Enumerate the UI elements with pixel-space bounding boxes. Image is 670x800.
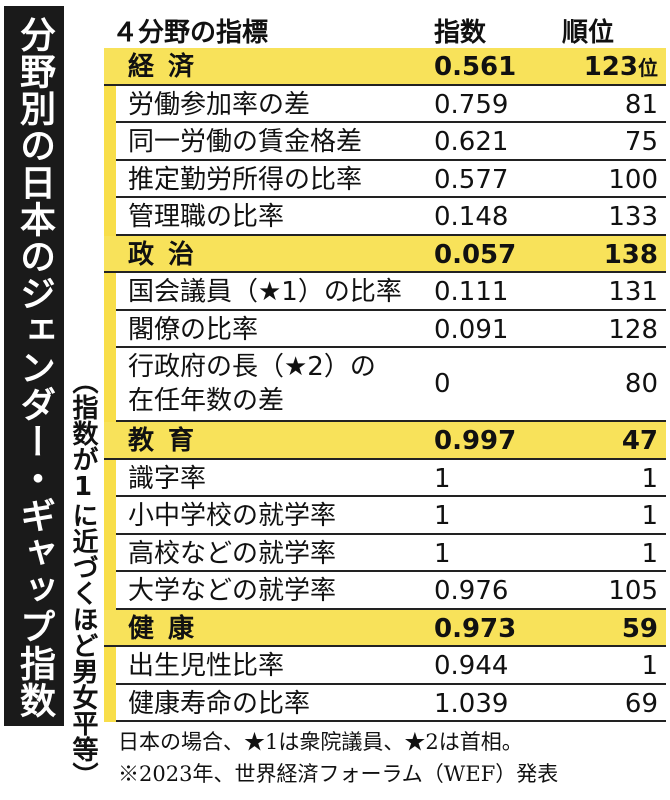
indicator-rank: 133 bbox=[608, 202, 658, 232]
indicator-rank: 81 bbox=[624, 89, 658, 120]
category-name: 教育 bbox=[128, 426, 209, 456]
category-name: 健康 bbox=[128, 613, 209, 644]
indicator-index: 1 bbox=[434, 538, 451, 569]
category-rank: 59 bbox=[621, 613, 658, 644]
indicator-name: 同一労働の賃金格差 bbox=[128, 127, 363, 157]
indicator-rank: 1 bbox=[641, 538, 658, 569]
table-row: 小中学校の就学率 1 1 bbox=[116, 497, 666, 535]
indicator-rank: 1 bbox=[641, 463, 658, 494]
category-name: 政治 bbox=[128, 239, 209, 270]
category-name: 経済 bbox=[128, 52, 209, 82]
table-row: 識字率 1 1 bbox=[116, 460, 666, 497]
indicator-index: 1 bbox=[434, 463, 451, 494]
table-body: 経済 0.561 123位 労働参加率の差 0.759 81 同一労働の賃金格差… bbox=[104, 48, 666, 722]
indicator-rank: 1 bbox=[641, 501, 658, 531]
category-index: 0.057 bbox=[434, 239, 517, 270]
table-row: 閣僚の比率 0.091 128 bbox=[116, 311, 666, 348]
indicator-rank: 131 bbox=[608, 277, 658, 307]
indicator-index: 0.111 bbox=[434, 277, 509, 307]
category-rank: 138 bbox=[603, 239, 658, 270]
indicator-name: 労働参加率の差 bbox=[128, 89, 311, 120]
gender-gap-table: ４分野の指標 指数 順位 経済 0.561 123位 労働参加率の差 0.759… bbox=[104, 8, 666, 722]
indicator-name: 健康寿命の比率 bbox=[128, 688, 311, 719]
category-row-health: 健康 0.973 59 bbox=[104, 609, 666, 647]
indicator-index: 0.759 bbox=[434, 89, 509, 120]
indicator-index: 1.039 bbox=[434, 688, 509, 719]
table-row: 高校などの就学率 1 1 bbox=[116, 535, 666, 572]
table-row: 行政府の長（★2）の 在任年数の差 0 80 bbox=[116, 348, 666, 422]
indicator-index: 0.976 bbox=[434, 576, 509, 606]
indicator-index: 0.621 bbox=[434, 127, 509, 157]
category-index: 0.997 bbox=[434, 426, 517, 456]
footnote-line-2: ※2023年、世界経済フォーラム（WEF）発表 bbox=[118, 762, 559, 786]
table-row: 推定勤労所得の比率 0.577 100 bbox=[116, 161, 666, 198]
indicator-name: 出生児性比率 bbox=[128, 651, 285, 681]
indicator-name: 行政府の長（★2）の 在任年数の差 bbox=[128, 350, 376, 418]
table-row: 管理職の比率 0.148 133 bbox=[116, 198, 666, 236]
indicator-name-line2: 在任年数の差 bbox=[128, 386, 285, 416]
indicator-name: 閣僚の比率 bbox=[128, 314, 259, 345]
indicator-rank: 1 bbox=[641, 651, 658, 681]
table-header: ４分野の指標 指数 順位 bbox=[104, 8, 666, 48]
indicator-name: 国会議員（★1）の比率 bbox=[128, 277, 402, 307]
table-row: 大学などの就学率 0.976 105 bbox=[116, 572, 666, 610]
indicator-name-line1: 行政府の長（★2）の bbox=[128, 352, 376, 382]
table-row: 労働参加率の差 0.759 81 bbox=[116, 86, 666, 123]
indicator-name: 小中学校の就学率 bbox=[128, 501, 337, 531]
indicator-name: 管理職の比率 bbox=[128, 202, 285, 232]
category-row-economy: 経済 0.561 123位 bbox=[104, 48, 666, 86]
page-title: 分野別の日本のジェンダー・ギャップ指数 bbox=[4, 6, 64, 726]
indicator-rank: 69 bbox=[624, 688, 658, 719]
indicator-index: 0.091 bbox=[434, 314, 509, 345]
category-row-education: 教育 0.997 47 bbox=[104, 422, 666, 460]
footnote: 日本の場合、★1は衆院議員、★2は首相。 ※2023年、世界経済フォーラム（WE… bbox=[104, 724, 666, 796]
table-row: 出生児性比率 0.944 1 bbox=[116, 647, 666, 685]
rank-number: 123 bbox=[583, 52, 638, 82]
indicator-index: 0.577 bbox=[434, 164, 509, 195]
indicator-index: 0 bbox=[434, 369, 451, 399]
header-indicator: ４分野の指標 bbox=[112, 18, 269, 48]
table-row: 国会議員（★1）の比率 0.111 131 bbox=[116, 273, 666, 311]
indicator-rank: 105 bbox=[608, 576, 658, 606]
indicator-index: 1 bbox=[434, 501, 451, 531]
indicator-index: 0.148 bbox=[434, 202, 509, 232]
indicator-name: 大学などの就学率 bbox=[128, 576, 337, 606]
category-index: 0.973 bbox=[434, 613, 517, 644]
table-row: 健康寿命の比率 1.039 69 bbox=[116, 685, 666, 722]
footnote-line-1: 日本の場合、★1は衆院議員、★2は首相。 bbox=[118, 730, 523, 754]
header-rank: 順位 bbox=[562, 18, 615, 48]
indicator-rank: 100 bbox=[608, 164, 658, 195]
indicator-rank: 75 bbox=[624, 127, 658, 157]
indicator-name: 推定勤労所得の比率 bbox=[128, 164, 363, 195]
indicator-rank: 80 bbox=[624, 369, 658, 399]
category-index: 0.561 bbox=[434, 52, 517, 82]
category-rank: 123位 bbox=[584, 50, 658, 85]
rank-unit: 位 bbox=[638, 56, 658, 80]
header-index: 指数 bbox=[434, 18, 487, 48]
table-row: 同一労働の賃金格差 0.621 75 bbox=[116, 123, 666, 161]
indicator-name: 高校などの就学率 bbox=[128, 538, 337, 569]
page-subtitle: （指数が1に近づくほど男女平等） bbox=[68, 367, 98, 788]
category-row-politics: 政治 0.057 138 bbox=[104, 235, 666, 273]
indicator-rank: 128 bbox=[608, 314, 658, 345]
category-rank: 47 bbox=[621, 426, 658, 456]
indicator-name: 識字率 bbox=[128, 463, 207, 494]
indicator-index: 0.944 bbox=[434, 651, 509, 681]
